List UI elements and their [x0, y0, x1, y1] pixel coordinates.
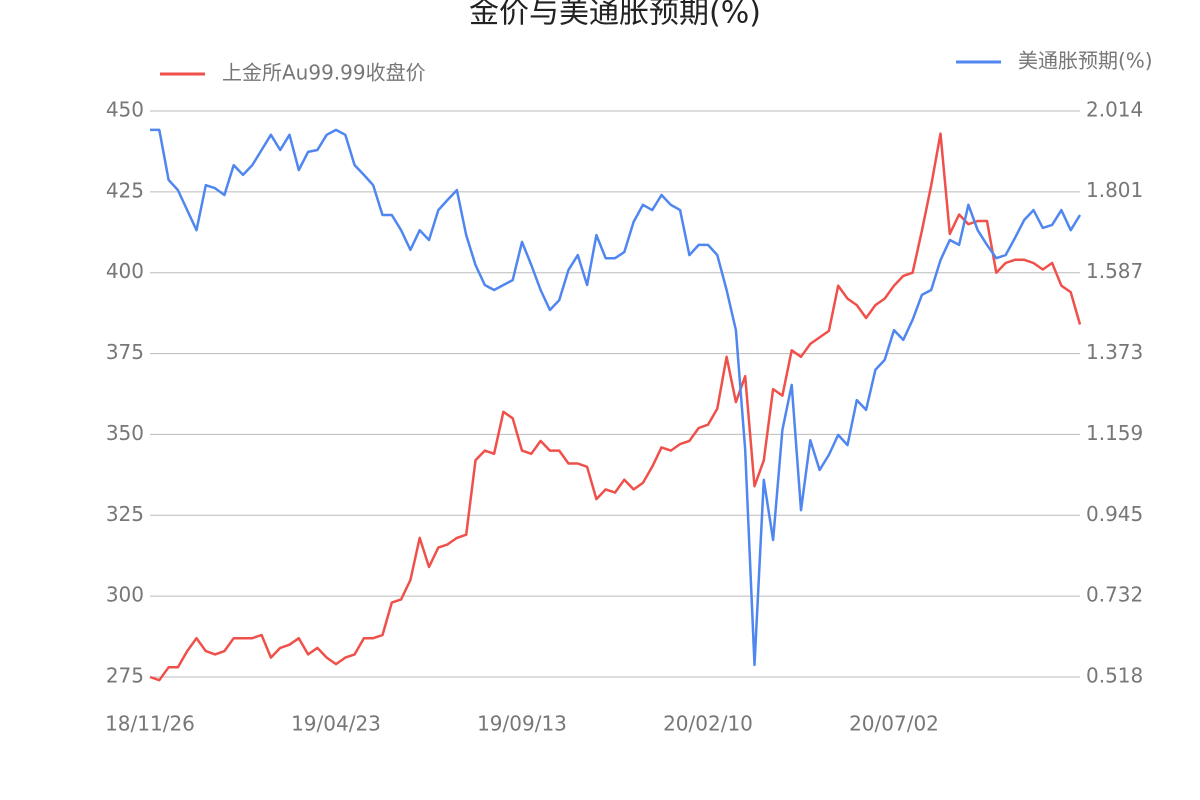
series-line [150, 128, 1082, 667]
y-tick-label: 375 [106, 340, 144, 364]
y-tick-label: 450 [106, 98, 144, 122]
y2-tick-label: 0.518 [1086, 664, 1143, 688]
y-tick-label: 425 [106, 178, 144, 202]
y2-tick-label: 0.732 [1086, 583, 1143, 607]
y2-tick-label: 1.159 [1086, 421, 1143, 445]
y-tick-label: 325 [106, 502, 144, 526]
y2-tick-label: 2.014 [1086, 98, 1143, 122]
x-tick-label: 18/11/26 [105, 712, 195, 736]
y2-tick-label: 1.801 [1086, 178, 1143, 202]
series-line [149, 132, 1082, 682]
legend-label: 美通胀预期(%) [1018, 49, 1153, 73]
y2-tick-label: 0.945 [1086, 502, 1143, 526]
x-tick-label: 20/07/02 [849, 712, 939, 736]
y-tick-label: 275 [106, 664, 144, 688]
y-tick-label: 300 [106, 583, 144, 607]
y2-tick-label: 1.373 [1086, 340, 1143, 364]
x-tick-label: 19/09/13 [477, 712, 567, 736]
x-tick-label: 20/02/10 [663, 712, 753, 736]
x-tick-label: 19/04/23 [291, 712, 381, 736]
y2-tick-label: 1.587 [1086, 259, 1143, 283]
y-tick-label: 350 [106, 421, 144, 445]
y-tick-label: 400 [106, 259, 144, 283]
chart-title: 金价与美通胀预期(%) [469, 0, 761, 31]
legend-label: 上金所Au99.99收盘价 [222, 61, 426, 85]
